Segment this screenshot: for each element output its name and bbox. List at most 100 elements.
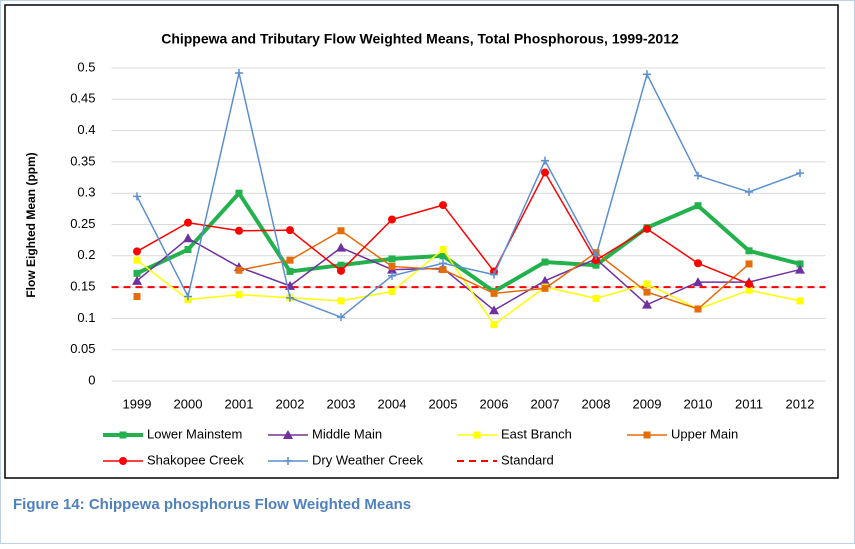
caption: Figure 14: Chippewa phosphorus Flow Weig…: [13, 496, 411, 513]
legend-label: Shakopee Creek: [147, 452, 244, 467]
marker: [489, 305, 499, 315]
legend-marker: [473, 431, 481, 439]
marker: [388, 287, 396, 295]
legend-label: Dry Weather Creek: [312, 452, 424, 467]
marker: [184, 218, 192, 227]
marker: [592, 251, 600, 260]
marker: [592, 294, 600, 302]
x-tick-label: 2012: [786, 396, 815, 411]
legend-marker: [284, 457, 292, 465]
legend-label: Upper Main: [671, 426, 738, 441]
marker: [388, 262, 396, 270]
marker: [694, 259, 702, 268]
x-tick-label: 2004: [378, 396, 407, 411]
marker: [490, 321, 498, 329]
marker: [133, 247, 141, 256]
y-tick-label: 0.35: [70, 153, 95, 168]
legend-marker: [119, 431, 127, 439]
marker: [796, 260, 804, 268]
marker: [541, 284, 549, 292]
marker: [694, 305, 702, 313]
marker: [235, 189, 243, 197]
marker: [439, 252, 447, 260]
marker: [642, 299, 652, 309]
chart-frame: [4, 4, 839, 479]
marker: [439, 259, 447, 268]
legend-label: Lower Mainstem: [147, 426, 242, 441]
marker: [490, 270, 498, 279]
marker: [643, 70, 651, 79]
y-tick-label: 0.15: [70, 279, 95, 294]
marker: [133, 192, 141, 201]
marker: [184, 246, 192, 254]
x-tick-label: 2011: [735, 396, 763, 411]
x-tick-label: 2001: [225, 396, 254, 411]
y-tick-label: 0.05: [70, 341, 95, 356]
marker: [286, 293, 294, 302]
marker: [235, 69, 243, 78]
marker: [337, 266, 345, 275]
marker: [745, 286, 753, 294]
marker: [184, 292, 192, 301]
legend-marker: [283, 430, 293, 439]
marker: [643, 280, 651, 288]
marker: [337, 261, 345, 269]
x-tick-label: 2007: [531, 396, 560, 411]
series-line: [136, 248, 801, 326]
marker: [592, 256, 600, 265]
x-tick-label: 2010: [684, 396, 713, 411]
y-axis-label: Flow Eighted Mean (ppm): [24, 152, 38, 297]
legend-label: Middle Main: [312, 426, 382, 441]
y-tick-label: 0.4: [77, 122, 95, 137]
y-tick-label: 0.25: [70, 216, 95, 231]
legend-label: East Branch: [501, 426, 572, 441]
x-tick-label: 2008: [582, 396, 611, 411]
marker: [643, 288, 651, 296]
marker: [490, 289, 498, 297]
marker: [694, 171, 702, 180]
chart-title: Chippewa and Tributary Flow Weighted Mea…: [161, 31, 679, 47]
marker: [337, 297, 345, 305]
marker: [745, 260, 753, 268]
marker: [235, 226, 243, 235]
marker: [796, 169, 804, 178]
legend-label: Standard: [501, 452, 554, 467]
marker: [541, 156, 549, 165]
x-tick-label: 2000: [174, 396, 203, 411]
y-tick-label: 0.45: [70, 91, 95, 106]
y-tick-label: 0.1: [77, 310, 95, 325]
series-line: [136, 237, 801, 312]
series-line: [136, 72, 801, 319]
x-tick-label: 2002: [276, 396, 305, 411]
x-tick-label: 1999: [123, 396, 152, 411]
marker: [693, 277, 703, 287]
marker: [388, 255, 396, 263]
marker: [541, 258, 549, 266]
x-tick-label: 2003: [327, 396, 356, 411]
marker: [132, 275, 142, 285]
y-tick-label: 0.5: [77, 59, 95, 74]
marker: [439, 201, 447, 210]
x-tick-label: 2006: [480, 396, 509, 411]
marker: [336, 242, 346, 252]
marker: [745, 187, 753, 196]
marker: [286, 256, 294, 264]
marker: [541, 168, 549, 177]
marker: [694, 202, 702, 210]
marker: [286, 267, 294, 275]
marker: [592, 261, 600, 269]
marker: [133, 256, 141, 264]
marker: [643, 224, 651, 233]
marker: [388, 271, 396, 280]
y-tick-label: 0.3: [77, 185, 95, 200]
marker: [286, 226, 294, 235]
marker: [745, 247, 753, 255]
x-tick-label: 2009: [633, 396, 662, 411]
series-line: [136, 189, 801, 294]
marker: [133, 269, 141, 277]
marker: [235, 291, 243, 299]
legend-marker: [119, 457, 127, 465]
marker: [796, 297, 804, 305]
marker: [745, 279, 753, 288]
